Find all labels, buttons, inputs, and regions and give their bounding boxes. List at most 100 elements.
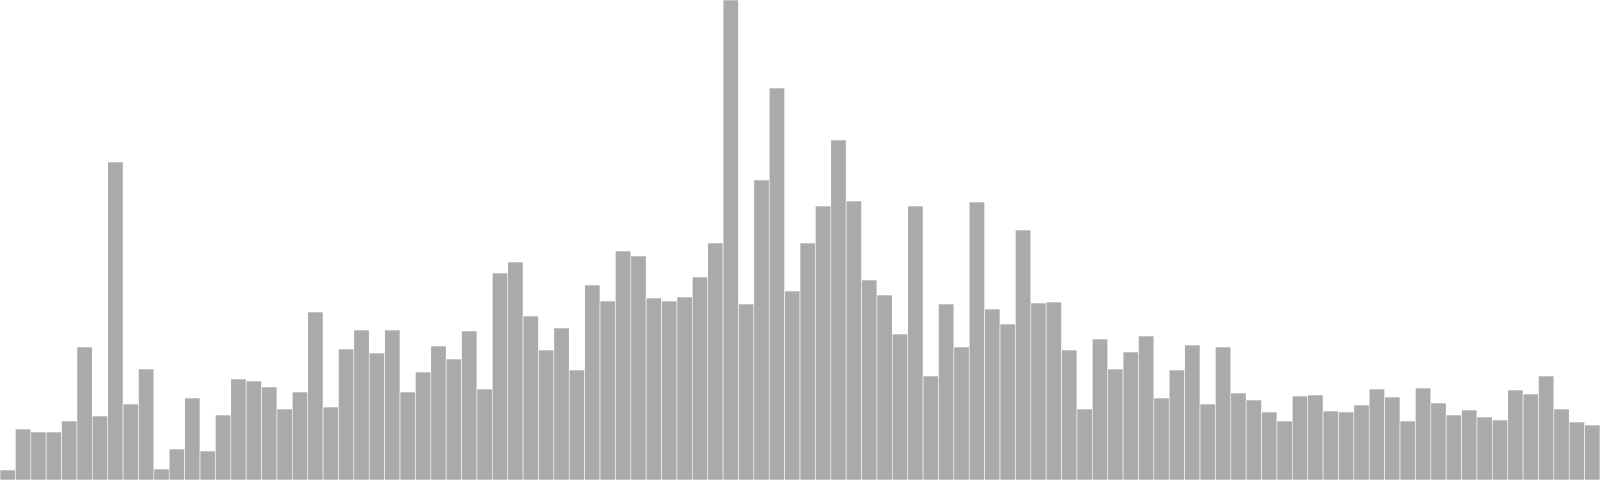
bar [1322,410,1339,480]
bar [630,255,647,480]
bar [1584,424,1600,480]
bar [1184,344,1201,480]
bar [1553,408,1570,480]
bar [953,346,970,480]
bar [1507,389,1524,480]
bar [1568,421,1585,480]
bar [1076,408,1093,480]
bar [30,431,47,480]
bar [1368,388,1385,480]
bar [1338,411,1355,480]
bar [1168,369,1185,480]
bar [430,345,447,480]
bar [692,276,708,480]
bar [938,303,955,480]
bar [1230,392,1247,480]
bar [799,242,816,480]
bar [199,450,216,480]
bar [261,386,278,480]
bar [845,200,862,480]
bar [922,375,939,480]
bar [76,346,93,480]
bar [815,205,832,480]
bar [122,403,139,480]
bar [661,300,678,480]
bar [768,87,785,480]
bar [753,179,770,480]
bar [1276,420,1293,480]
bar [276,408,293,480]
bar [968,201,985,480]
bar [1092,338,1108,480]
bar [1307,394,1324,480]
bar [184,397,201,480]
bar [784,290,801,480]
bar [492,272,508,480]
bar [1461,409,1478,480]
bar [1384,396,1401,480]
bar [245,380,262,480]
bar [1215,346,1232,480]
bar [1015,229,1032,480]
bar [461,330,478,480]
bar [0,469,16,480]
bar [368,352,385,480]
bar [1538,375,1555,480]
bar [1045,301,1062,480]
bar [384,329,401,480]
bar [1245,399,1262,480]
bar [615,250,632,480]
bar [215,414,232,480]
bar [522,315,539,480]
bar [722,0,739,480]
bar [1476,416,1493,480]
bar [1492,419,1508,480]
bar [1030,302,1047,480]
bar [1153,397,1170,480]
bar [707,242,724,480]
bar [1522,393,1539,480]
bar [738,303,755,480]
bar [1399,420,1416,480]
bar [830,139,847,480]
bar [15,428,32,480]
bar [568,369,585,480]
bar [168,448,185,480]
bar [45,431,62,480]
bar [1138,335,1155,480]
bar [138,368,155,480]
bar [645,297,662,480]
bar [861,279,878,480]
bar [1107,368,1124,480]
bar [415,371,432,480]
bar [907,205,924,480]
bar [107,161,124,480]
bar [1292,395,1308,480]
bar [676,296,693,480]
bar [876,294,893,480]
bar [599,300,616,480]
bar [1261,411,1278,480]
bar [999,323,1016,480]
bar [1445,414,1462,480]
bar [1199,403,1216,480]
bar [230,378,247,480]
bar [584,284,601,480]
bar [92,415,108,480]
bar [61,420,78,480]
bar [322,406,339,480]
bar [984,308,1001,480]
bar [553,327,570,480]
bar [1122,351,1139,480]
bar [153,468,170,480]
bar [353,329,370,480]
bar [1430,402,1447,480]
bar [507,261,524,480]
bar [292,391,308,480]
bar [445,358,462,480]
bar [476,388,493,480]
bar [538,349,555,480]
bar [338,348,355,480]
